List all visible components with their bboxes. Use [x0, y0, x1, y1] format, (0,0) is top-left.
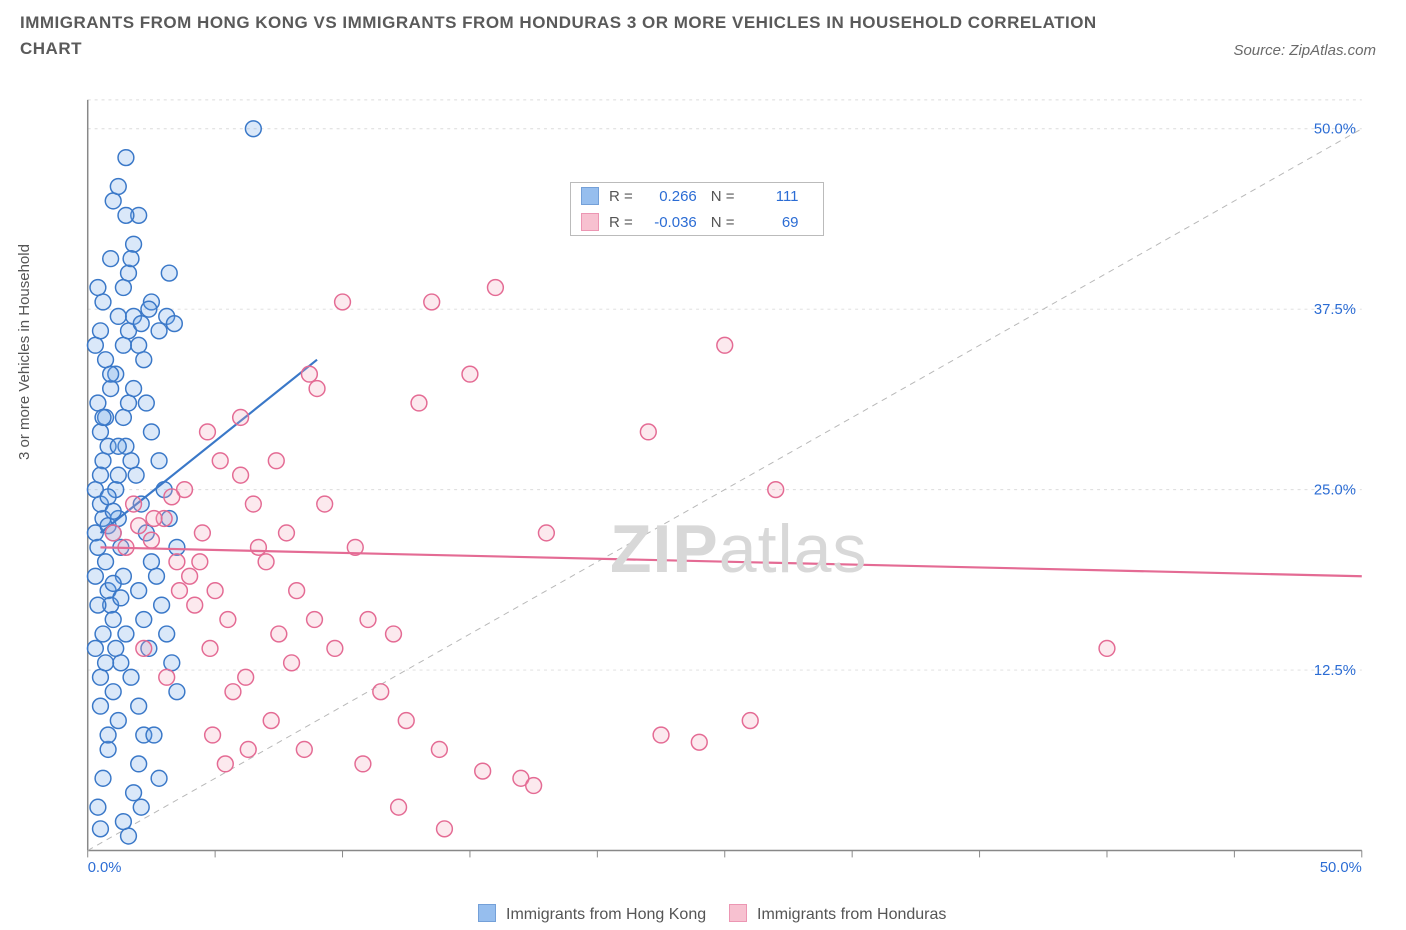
svg-text:37.5%: 37.5%: [1314, 302, 1356, 318]
svg-text:12.5%: 12.5%: [1314, 663, 1356, 679]
r-value-hongkong: 0.266: [637, 188, 697, 205]
source-attribution: Source: ZipAtlas.com: [1233, 42, 1376, 59]
legend-swatch-honduras-icon: [729, 904, 747, 922]
swatch-hongkong-icon: [581, 187, 599, 205]
stats-row-honduras: R =-0.036 N =69: [571, 209, 823, 235]
legend-label-hongkong: Immigrants from Hong Kong: [506, 906, 706, 924]
svg-text:25.0%: 25.0%: [1314, 483, 1356, 499]
correlation-stats-box: R =0.266 N =111 R =-0.036 N =69: [570, 182, 824, 236]
legend-label-honduras: Immigrants from Honduras: [757, 906, 946, 924]
n-value-hongkong: 111: [739, 188, 799, 205]
y-axis-label: 3 or more Vehicles in Household: [16, 244, 33, 460]
bottom-legend: Immigrants from Hong Kong Immigrants fro…: [0, 904, 1406, 924]
chart-title: IMMIGRANTS FROM HONG KONG VS IMMIGRANTS …: [20, 10, 1120, 61]
swatch-honduras-icon: [581, 213, 599, 231]
svg-text:50.0%: 50.0%: [1320, 860, 1362, 876]
stats-row-hongkong: R =0.266 N =111: [571, 183, 823, 209]
r-value-honduras: -0.036: [637, 214, 697, 231]
svg-text:0.0%: 0.0%: [88, 860, 122, 876]
chart-container: 3 or more Vehicles in Household R =0.266…: [20, 90, 1390, 890]
n-value-honduras: 69: [739, 214, 799, 231]
legend-swatch-hongkong-icon: [478, 904, 496, 922]
